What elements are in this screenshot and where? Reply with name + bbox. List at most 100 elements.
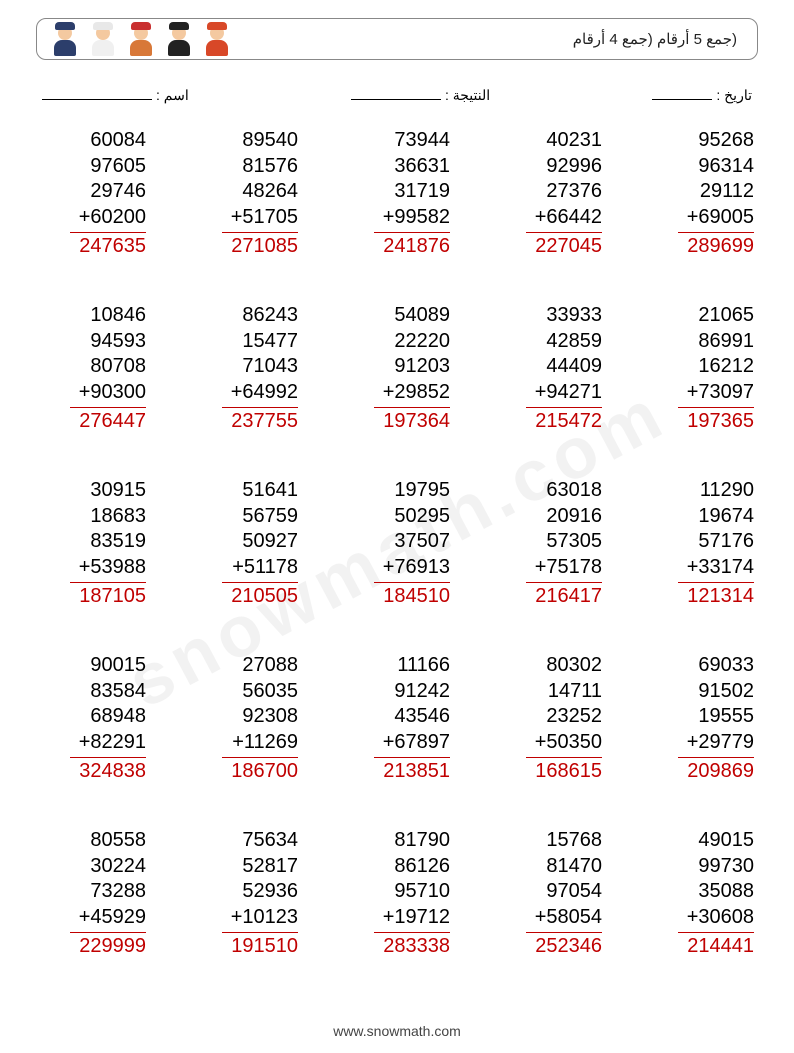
addend: 36631 bbox=[394, 154, 450, 180]
answer: 289699 bbox=[687, 234, 754, 260]
addend: 10846 bbox=[90, 303, 146, 329]
addend: 57176 bbox=[698, 529, 754, 555]
last-addend: +73097 bbox=[687, 380, 754, 406]
addend: 19795 bbox=[394, 478, 450, 504]
addend: 18683 bbox=[90, 504, 146, 530]
answer: 276447 bbox=[79, 409, 146, 435]
addend: 89540 bbox=[242, 128, 298, 154]
last-addend: +19712 bbox=[383, 905, 450, 931]
sum-rule bbox=[70, 582, 146, 583]
person-icon bbox=[51, 22, 79, 56]
score-field: النتيجة : bbox=[351, 86, 490, 104]
addend: 83519 bbox=[90, 529, 146, 555]
addend: 97605 bbox=[90, 154, 146, 180]
person-icon bbox=[203, 22, 231, 56]
addend: 52817 bbox=[242, 854, 298, 880]
addition-problem: 756345281752936+10123 191510 bbox=[192, 828, 298, 983]
last-addend: +10123 bbox=[231, 905, 298, 931]
last-addend: +33174 bbox=[687, 555, 754, 581]
last-addend: +51705 bbox=[231, 205, 298, 231]
fields-row: تاريخ : النتيجة : اسم : bbox=[42, 86, 752, 104]
addition-problem: 108469459380708+90300276447 bbox=[40, 303, 146, 458]
addend: 94593 bbox=[90, 329, 146, 355]
addend: 75634 bbox=[242, 828, 298, 854]
sum-rule bbox=[374, 407, 450, 408]
addend: 44409 bbox=[546, 354, 602, 380]
addend: 95268 bbox=[698, 128, 754, 154]
addend: 27088 bbox=[242, 653, 298, 679]
addend: 19555 bbox=[698, 704, 754, 730]
addend: 27376 bbox=[546, 179, 602, 205]
answer: 237755 bbox=[231, 409, 298, 435]
answer: 197364 bbox=[383, 409, 450, 435]
sum-rule bbox=[222, 407, 298, 408]
sum-rule bbox=[374, 757, 450, 758]
addend: 15477 bbox=[242, 329, 298, 355]
addend: 92308 bbox=[242, 704, 298, 730]
last-addend: +11269 bbox=[232, 730, 298, 756]
addend: 71043 bbox=[242, 354, 298, 380]
addend: 30915 bbox=[90, 478, 146, 504]
score-line bbox=[351, 86, 441, 100]
addend: 91242 bbox=[394, 679, 450, 705]
addition-problem: 817908612695710+19712283338 bbox=[344, 828, 450, 983]
sum-rule bbox=[222, 757, 298, 758]
addend: 29746 bbox=[90, 179, 146, 205]
last-addend: +53988 bbox=[79, 555, 146, 581]
answer: 184510 bbox=[383, 584, 450, 610]
addend: 95710 bbox=[394, 879, 450, 905]
addend: 86991 bbox=[698, 329, 754, 355]
name-line bbox=[42, 86, 152, 100]
addend: 37507 bbox=[394, 529, 450, 555]
addition-problem: 630182091657305+75178216417 bbox=[496, 478, 602, 633]
last-addend: +50350 bbox=[535, 730, 602, 756]
addend: 42859 bbox=[546, 329, 602, 355]
last-addend: +82291 bbox=[79, 730, 146, 756]
header-bar: (جمع 5 أرقام (جمع 4 أرقام bbox=[36, 18, 758, 60]
addend: 56035 bbox=[242, 679, 298, 705]
addition-problem: 402319299627376+66442227045 bbox=[496, 128, 602, 283]
person-icon bbox=[165, 22, 193, 56]
answer: 215472 bbox=[535, 409, 602, 435]
addition-problem: 112901967457176+33174121314 bbox=[648, 478, 754, 633]
addend: 31719 bbox=[394, 179, 450, 205]
addend: 86243 bbox=[242, 303, 298, 329]
last-addend: +66442 bbox=[535, 205, 602, 231]
addend: 19674 bbox=[698, 504, 754, 530]
addend: 49015 bbox=[698, 828, 754, 854]
addition-problem: 490159973035088+30608214441 bbox=[648, 828, 754, 983]
addition-problem: 895408157648264+51705271085 bbox=[192, 128, 298, 283]
addend: 69033 bbox=[698, 653, 754, 679]
last-addend: +99582 bbox=[383, 205, 450, 231]
answer: 247635 bbox=[79, 234, 146, 260]
date-field: تاريخ : bbox=[652, 86, 752, 104]
addend: 80302 bbox=[546, 653, 602, 679]
addend: 30224 bbox=[90, 854, 146, 880]
last-addend: +30608 bbox=[687, 905, 754, 931]
addend: 51641 bbox=[242, 478, 298, 504]
sum-rule bbox=[374, 232, 450, 233]
addend: 21065 bbox=[698, 303, 754, 329]
addition-problem: 803021471123252+50350168615 bbox=[496, 653, 602, 808]
sum-rule bbox=[222, 582, 298, 583]
addend: 35088 bbox=[698, 879, 754, 905]
sum-rule bbox=[70, 232, 146, 233]
addition-problem: 157688147097054+58054252346 bbox=[496, 828, 602, 983]
answer: 197365 bbox=[687, 409, 754, 435]
addend: 91203 bbox=[394, 354, 450, 380]
addition-problem: 900158358468948+82291324838 bbox=[40, 653, 146, 808]
addend: 73288 bbox=[90, 879, 146, 905]
addition-problem: 690339150219555+29779209869 bbox=[648, 653, 754, 808]
name-label: اسم : bbox=[156, 87, 189, 104]
addend: 16212 bbox=[698, 354, 754, 380]
sum-rule bbox=[526, 232, 602, 233]
addend: 83584 bbox=[90, 679, 146, 705]
last-addend: +75178 bbox=[535, 555, 602, 581]
icons-row bbox=[51, 22, 231, 56]
date-label: تاريخ : bbox=[716, 87, 752, 104]
addend: 52936 bbox=[242, 879, 298, 905]
answer: 191510 bbox=[231, 934, 298, 960]
addend: 63018 bbox=[546, 478, 602, 504]
answer: 229999 bbox=[79, 934, 146, 960]
answer: 324838 bbox=[79, 759, 146, 785]
